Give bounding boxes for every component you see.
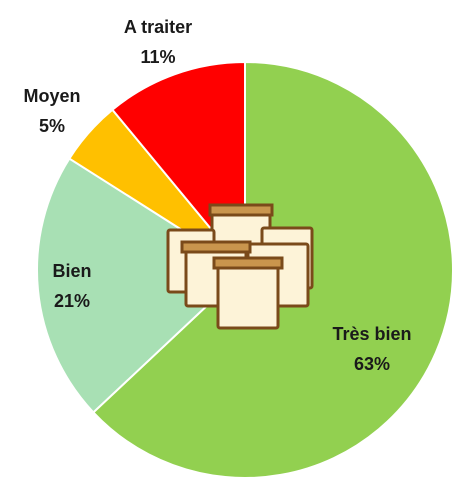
value-label: 21% bbox=[54, 291, 90, 311]
category-label: Moyen bbox=[23, 86, 80, 106]
chart: Très bien 63% Bien 21% Moyen 5% A traiter 11% bbox=[0, 0, 463, 484]
category-label: Très bien bbox=[332, 324, 411, 344]
value-label: 11% bbox=[140, 47, 175, 67]
value-label: 63% bbox=[354, 354, 390, 374]
value-label: 5% bbox=[39, 116, 65, 136]
category-label: A traiter bbox=[124, 17, 192, 37]
category-label: Bien bbox=[52, 261, 91, 281]
